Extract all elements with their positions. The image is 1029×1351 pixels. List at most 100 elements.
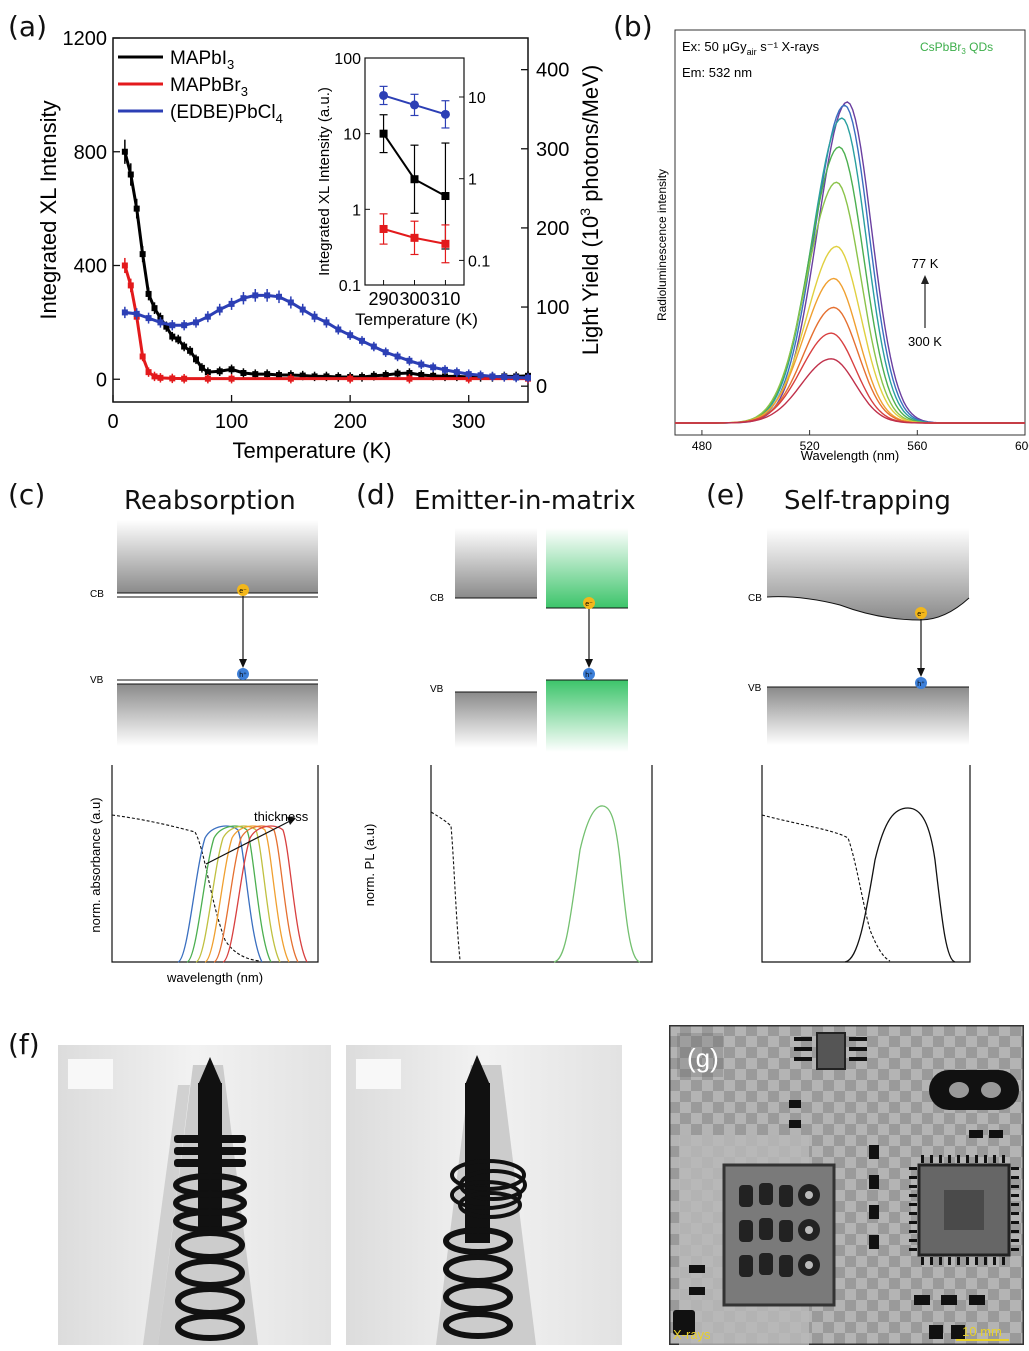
e-hole-icon	[915, 677, 927, 689]
a-data-point	[394, 370, 401, 377]
a-data-point	[335, 326, 342, 333]
panel-label-b: (b)	[613, 10, 653, 43]
e-valence-band	[767, 687, 969, 745]
a-data-point	[139, 251, 146, 258]
svg-text:e⁻: e⁻	[585, 601, 593, 608]
panel-label-a: (a)	[8, 10, 48, 43]
a-data-point	[394, 353, 401, 360]
b-material: CsPbBr3 QDs	[920, 40, 993, 56]
b-temp-low: 300 K	[908, 334, 942, 349]
a-data-point	[145, 315, 152, 322]
e-cb-label: CB	[748, 593, 762, 604]
g-chip-pin	[909, 1212, 917, 1215]
a-data-point	[216, 306, 223, 313]
c-electron-icon	[237, 584, 249, 596]
panel-label-g: (g)	[687, 1043, 719, 1073]
g-chip-pin	[909, 1185, 917, 1188]
a-data-point	[287, 299, 294, 306]
g-chip-pin	[1011, 1248, 1019, 1251]
a-data-point	[347, 332, 354, 339]
d-electron-icon	[583, 597, 595, 609]
panel-label-e: (e)	[706, 478, 746, 511]
a-data-point	[442, 366, 448, 373]
a-inset-y2tick-label: 1	[468, 172, 477, 189]
c-ylabel-right: norm. PL (a.u)	[362, 824, 377, 907]
radiograph-image-right	[346, 1045, 622, 1345]
a-data-point	[240, 295, 247, 302]
b-xtick-label: 560	[907, 439, 927, 453]
a-inset-ytick-label: 10	[343, 127, 361, 144]
a-inset-xtick-label: 310	[430, 289, 460, 309]
d-emitter-valence-band	[546, 680, 628, 752]
svg-text:e⁻: e⁻	[917, 611, 925, 618]
a-data-point	[181, 343, 188, 350]
svg-text:e⁻: e⁻	[239, 588, 247, 595]
a-data-point	[187, 347, 194, 354]
a-inset-data-point	[441, 192, 450, 201]
b-xtick-label: 480	[692, 439, 712, 453]
d-pl-curve	[553, 805, 641, 963]
a-inset-data-point	[441, 239, 450, 248]
a-data-point	[323, 319, 330, 326]
a-data-point	[127, 282, 134, 289]
a-data-point	[501, 373, 508, 380]
a-data-point	[169, 375, 176, 382]
a-data-point	[163, 323, 170, 330]
a-inset-y2tick-label: 0.1	[468, 253, 490, 270]
a-xtick-label: 200	[333, 411, 366, 433]
g-chip-pin	[957, 1155, 960, 1163]
svg-text:h⁺: h⁺	[585, 671, 593, 679]
radiograph-image-left	[58, 1045, 331, 1345]
a-ylabel: Integrated XL Intensity	[36, 100, 61, 319]
a-legend-entry: MAPbBr3	[170, 75, 248, 99]
a-data-point	[145, 369, 152, 376]
chart-a: 0 100 200 300 0 400 800 1200 0 100 200 300 400 MAPbI…	[36, 28, 603, 463]
c-pl-curve	[204, 825, 290, 963]
xray-image-g: X-rays 10 mm (g)	[669, 1025, 1024, 1345]
e-vb-label: VB	[748, 683, 762, 694]
g-chip-pin	[948, 1155, 951, 1163]
g-chip-pin	[993, 1155, 996, 1163]
a-data-point	[157, 319, 164, 326]
c-ylabel-left: norm. absorbance (a.u)	[88, 797, 103, 932]
e-conduction-band	[767, 528, 969, 620]
a-inset-data-point	[379, 90, 389, 100]
a-data-point	[442, 373, 448, 380]
g-chip-pin	[939, 1257, 942, 1265]
a-data-point	[204, 375, 211, 382]
a-data-point	[299, 372, 306, 379]
a-data-point	[311, 313, 318, 320]
a-data-point	[151, 373, 158, 380]
a-data-point	[287, 375, 294, 382]
band-diagram-c: CB VB e⁻ h⁺	[90, 520, 318, 746]
a-data-point	[477, 372, 484, 379]
a-inset-ytick-label: 1	[352, 202, 361, 219]
a-data-point	[204, 369, 211, 376]
a-data-point	[276, 293, 282, 300]
a-data-point	[252, 292, 259, 299]
a-inset-ylabel: Integrated XL Intensity (a.u.)	[316, 87, 333, 276]
b-xtick-label: 520	[800, 439, 820, 453]
d-cb-label: CB	[430, 593, 444, 604]
a-data-point	[121, 148, 128, 155]
svg-text:h⁺: h⁺	[239, 671, 247, 679]
a-data-point	[181, 322, 188, 329]
a-xtick-label: 100	[215, 411, 248, 433]
c-vb-label: VB	[90, 675, 104, 686]
a-inset-ytick-label: 0.1	[339, 278, 361, 295]
a-data-point	[157, 374, 164, 381]
a-inset-xtick-label: 290	[369, 289, 399, 309]
g-chip-pin	[1011, 1212, 1019, 1215]
a-data-point	[216, 368, 223, 375]
a-data-point	[228, 366, 235, 373]
a-xlabel: Temperature (K)	[233, 438, 392, 463]
g-chip-pin	[1011, 1221, 1019, 1224]
a-ytick-label: 400	[74, 256, 107, 278]
a-data-point	[299, 306, 306, 313]
g-chip-pin	[921, 1155, 924, 1163]
b-series-line	[675, 181, 1025, 424]
e-electron-icon	[915, 607, 927, 619]
c-valence-band	[117, 684, 318, 746]
a-y2label: Light Yield (103 photons/MeV)	[577, 65, 603, 355]
radiographs-f	[58, 1045, 622, 1345]
